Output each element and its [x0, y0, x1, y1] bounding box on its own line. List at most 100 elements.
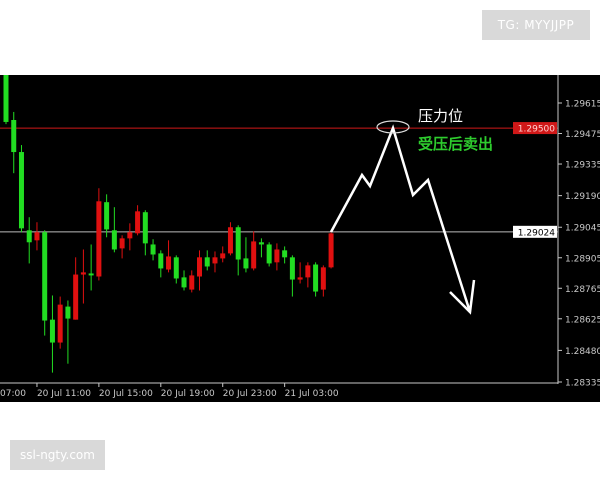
price-line-label: 1.29024 — [518, 228, 555, 238]
candle — [49, 295, 55, 373]
candle — [18, 145, 24, 233]
price-line-label-bg — [513, 225, 557, 238]
candle — [189, 270, 195, 293]
candle — [158, 250, 164, 278]
y-tick-label: 1.29335 — [565, 161, 600, 171]
candle-body — [119, 238, 125, 249]
candle-body — [258, 242, 264, 245]
candle — [3, 75, 9, 125]
candle-body — [88, 273, 94, 276]
candle — [251, 231, 257, 271]
candle — [26, 217, 32, 264]
candle — [227, 222, 233, 256]
candle-body — [104, 202, 110, 230]
candle-body — [212, 257, 218, 264]
resistance-label: 压力位 — [418, 107, 464, 125]
y-tick-label: 1.28335 — [565, 379, 600, 389]
candle — [80, 249, 86, 304]
candle — [197, 250, 202, 291]
candle — [65, 300, 71, 364]
candle-body — [142, 212, 148, 244]
y-tick-label: 1.29475 — [565, 130, 600, 140]
candle — [34, 222, 40, 251]
x-tick-label: 07:00 — [0, 389, 26, 399]
candle-body — [274, 249, 280, 263]
candle — [166, 240, 172, 273]
watermark-bottom: ssl-ngty.com — [10, 440, 105, 470]
candle — [181, 270, 187, 291]
y-tick-label: 1.29615 — [565, 100, 600, 110]
candle — [305, 262, 311, 288]
candle-body — [243, 258, 249, 269]
candle — [204, 250, 210, 271]
candle — [328, 232, 334, 269]
resistance-ellipse — [376, 120, 410, 134]
forecast-path — [329, 124, 472, 313]
candle-body — [305, 265, 311, 278]
candles — [3, 75, 334, 373]
candle — [243, 237, 249, 273]
candle-body — [328, 233, 334, 268]
candle — [320, 265, 326, 297]
candle — [150, 239, 156, 261]
candle-body — [11, 120, 17, 153]
candle-body — [3, 75, 9, 122]
x-tick-label: 20 Jul 19:00 — [161, 389, 215, 399]
candle-body — [127, 232, 133, 239]
candle-body — [34, 232, 40, 241]
candle — [11, 111, 17, 174]
price-line-label: 1.29500 — [518, 125, 555, 135]
x-tick-label: 20 Jul 11:00 — [37, 389, 91, 399]
candle-body — [42, 232, 48, 321]
candle-body — [220, 253, 226, 259]
candle-body — [181, 277, 187, 288]
candle-body — [135, 211, 141, 234]
y-tick-label: 1.28905 — [565, 254, 600, 264]
candle — [135, 205, 141, 236]
candle-body — [251, 241, 257, 269]
y-axis: 1.29615 1.29475 1.29335 1.29190 1.29045 1.289… — [558, 100, 600, 389]
candle-body — [227, 227, 233, 254]
candle-body — [57, 304, 63, 343]
candle — [289, 255, 295, 297]
y-tick-label: 1.28625 — [565, 315, 600, 325]
candle — [88, 244, 94, 291]
candle-body — [96, 201, 102, 277]
candle-body — [197, 257, 202, 277]
candle — [220, 246, 226, 263]
candle — [111, 207, 117, 253]
candle — [104, 194, 110, 238]
candle-body — [266, 244, 272, 264]
candle-body — [18, 152, 24, 229]
candle-body — [320, 267, 326, 290]
x-axis: 07:00 20 Jul 11:00 20 Jul 15:00 20 Jul 19:0… — [0, 383, 339, 399]
candle-body — [235, 227, 241, 260]
y-tick-label: 1.29190 — [565, 192, 600, 202]
watermark-top: TG: MYYJJPP — [482, 10, 590, 40]
price-line-label-bg — [513, 122, 557, 135]
x-tick-label: 20 Jul 15:00 — [99, 389, 153, 399]
y-tick-label: 1.28480 — [565, 347, 600, 357]
candle — [73, 257, 79, 320]
x-tick-label: 21 Jul 03:00 — [285, 389, 339, 399]
candle — [142, 210, 148, 256]
candle-body — [111, 230, 117, 250]
forecast-arrow — [329, 124, 476, 315]
candle-body — [313, 264, 319, 292]
candle — [96, 188, 102, 281]
candle-body — [158, 253, 164, 269]
arrowhead-icon — [449, 279, 476, 315]
candle-body — [80, 272, 86, 275]
candle-body — [282, 250, 288, 258]
candle — [127, 223, 133, 251]
candle-body — [73, 274, 79, 320]
candle — [258, 238, 264, 258]
sell-after-resistance-label: 受压后卖出 — [418, 135, 494, 153]
candle — [274, 243, 280, 271]
candle-body — [173, 257, 179, 279]
x-tick-label: 20 Jul 23:00 — [223, 389, 277, 399]
candle-body — [49, 319, 55, 343]
candle — [119, 235, 125, 259]
candle — [266, 242, 272, 267]
